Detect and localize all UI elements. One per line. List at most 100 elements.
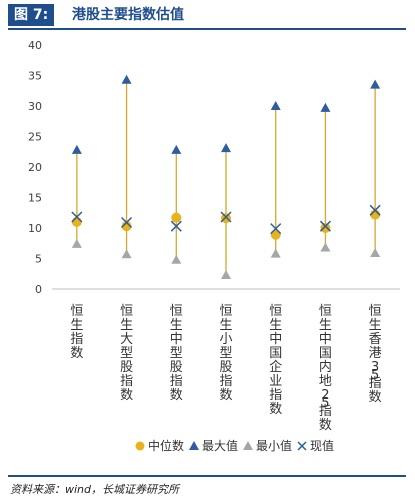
max-marker <box>320 102 331 112</box>
x-category-label-char: 恒 <box>269 304 282 319</box>
x-category-label-char: 恒 <box>70 304 83 319</box>
x-category-label-char: 恒 <box>319 304 332 319</box>
current-marker <box>369 204 381 216</box>
current-marker <box>319 220 331 232</box>
x-category-label-char: 企 <box>269 359 282 375</box>
min-marker <box>121 249 132 259</box>
y-tick-label: 35 <box>28 70 42 83</box>
median-marker <box>320 223 331 233</box>
x-category-label-char: 股 <box>120 360 133 375</box>
x-category-label-char: 指 <box>170 374 183 389</box>
legend-current-swatch <box>297 441 307 451</box>
legend-label: 现值 <box>310 438 334 453</box>
x-category-label-char: 地 <box>319 374 332 389</box>
source-note: 资料来源：wind，长城证券研究所 <box>10 483 180 496</box>
min-marker <box>370 248 381 258</box>
figure-label: 图 7: <box>8 4 55 26</box>
min-marker <box>71 238 82 248</box>
x-category-label-char: 业 <box>269 374 282 389</box>
min-marker <box>171 254 182 264</box>
footer-divider <box>8 475 406 477</box>
legend-min-swatch <box>243 441 253 450</box>
max-marker <box>270 101 281 110</box>
x-category-label-char: 生 <box>170 318 183 333</box>
x-category-label-char: 指 <box>70 332 83 347</box>
median-marker <box>221 213 231 224</box>
x-category-label-char: 2 <box>321 388 329 403</box>
x-category-label-char: 型 <box>120 346 133 361</box>
x-category-label-char: 生 <box>219 318 232 333</box>
x-category-label-char: 生 <box>269 318 282 333</box>
x-category-label-char: 型 <box>219 346 232 361</box>
x-category-label-char: 数 <box>219 388 232 403</box>
x-category-label-char: 数 <box>120 388 133 403</box>
x-category-label-char: 指 <box>120 374 133 389</box>
max-marker <box>171 144 182 154</box>
legend-label: 中位数 <box>148 438 184 453</box>
valuation-chart: 0510152025303540恒生指数恒生大型股指数恒生中型股指数恒生小型股指… <box>28 39 400 453</box>
x-category-label-char: 中 <box>170 332 183 347</box>
x-category-label-char: 数 <box>369 390 382 405</box>
x-category-label-char: 股 <box>170 360 183 375</box>
legend-max-swatch <box>189 441 199 450</box>
y-tick-label: 20 <box>28 161 42 174</box>
min-marker <box>221 269 231 279</box>
y-tick-label: 10 <box>28 222 42 235</box>
figure-header: 图 7: 港股主要指数估值 <box>8 4 406 30</box>
median-marker <box>121 221 132 232</box>
x-category-label-char: 5 <box>321 396 329 411</box>
x-category-label-char: 3 <box>371 360 379 375</box>
x-category-label-char: 中 <box>319 332 332 347</box>
min-marker <box>270 248 281 258</box>
x-category-label-char: 5 <box>371 368 379 383</box>
x-category-label-char: 内 <box>319 359 332 375</box>
y-tick-label: 25 <box>28 131 42 144</box>
x-category-label-char: 指 <box>369 376 382 391</box>
x-category-label-char: 生 <box>120 318 133 333</box>
min-marker <box>320 242 331 252</box>
y-tick-label: 0 <box>35 283 42 296</box>
x-category-label-char: 香 <box>369 332 382 347</box>
x-category-label-char: 指 <box>219 374 232 389</box>
x-category-label-char: 国 <box>319 346 332 361</box>
legend-median-swatch <box>135 441 145 451</box>
y-tick-label: 5 <box>35 253 42 266</box>
max-marker <box>221 143 231 153</box>
x-category-label-char: 国 <box>269 346 282 361</box>
x-category-label-char: 生 <box>319 318 332 333</box>
x-category-label-char: 型 <box>170 346 183 361</box>
x-category-label-char: 恒 <box>170 304 183 319</box>
x-category-label-char: 恒 <box>369 304 382 319</box>
x-category-label-char: 港 <box>369 346 382 361</box>
x-category-label-char: 生 <box>70 318 83 333</box>
x-category-label-char: 指 <box>319 404 332 419</box>
x-category-label-char: 恒 <box>219 304 232 319</box>
current-marker <box>170 220 182 232</box>
median-marker <box>71 216 82 227</box>
x-category-label-char: 大 <box>120 332 133 347</box>
x-category-label-char: 小 <box>219 332 232 347</box>
current-marker <box>270 223 282 235</box>
median-marker <box>171 212 182 223</box>
y-tick-label: 40 <box>28 39 42 52</box>
current-marker <box>220 211 232 223</box>
x-category-label-char: 恒 <box>120 304 133 319</box>
current-marker <box>71 211 83 223</box>
current-marker <box>121 216 133 229</box>
median-marker <box>270 229 281 240</box>
x-category-label-char: 中 <box>269 332 282 347</box>
x-category-label-char: 生 <box>369 318 382 333</box>
y-tick-label: 30 <box>28 100 42 113</box>
max-marker <box>71 144 82 154</box>
max-marker <box>121 74 132 84</box>
x-category-label-char: 数 <box>170 388 183 403</box>
x-category-label-char: 股 <box>219 360 232 375</box>
max-marker <box>370 79 381 89</box>
legend-label: 最小值 <box>256 438 292 453</box>
x-category-label-char: 指 <box>269 388 282 403</box>
y-tick-label: 15 <box>28 192 42 205</box>
legend-label: 最大值 <box>202 438 238 453</box>
x-category-label-char: 数 <box>269 402 282 417</box>
x-category-label-char: 数 <box>70 346 83 361</box>
figure-title: 港股主要指数估值 <box>72 7 184 23</box>
